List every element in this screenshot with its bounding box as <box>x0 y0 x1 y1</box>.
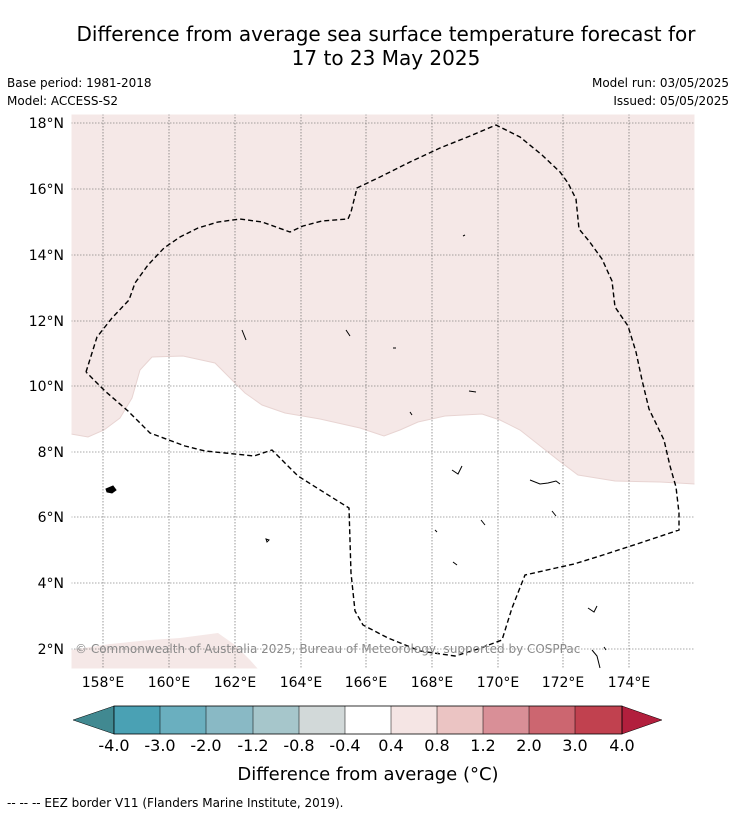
eez-legend-footer: -- -- -- EEZ border V11 (Flanders Marine… <box>7 796 344 810</box>
colorbar-bin <box>437 706 483 734</box>
colorbar-tick: -4.0 <box>98 736 129 755</box>
colorbar-tick: -2.0 <box>190 736 221 755</box>
copyright-text: © Commonwealth of Australia 2025, Bureau… <box>75 642 580 656</box>
model-run: Model run: 03/05/2025 <box>591 76 729 90</box>
colorbar-tick: 0.4 <box>378 736 403 755</box>
colorbar-under-arrow <box>72 705 115 735</box>
colorbar-bin <box>345 706 391 734</box>
lon-label: 168°E <box>411 675 454 691</box>
colorbar-bin <box>160 706 206 734</box>
colorbar-tick: -0.4 <box>329 736 360 755</box>
map-frame <box>70 113 696 670</box>
colorbar-over-arrow <box>621 705 663 735</box>
colorbar: -4.0 -3.0 -2.0 -1.2 -0.8 -0.4 0.4 0.8 1.… <box>72 705 663 785</box>
colorbar-tick: -3.0 <box>144 736 175 755</box>
lat-label: 18°N <box>29 116 64 132</box>
anomaly-region-outline <box>71 355 695 485</box>
colorbar-tick: 1.2 <box>470 736 495 755</box>
lat-label: 14°N <box>29 248 64 264</box>
lon-label: 158°E <box>82 675 125 691</box>
colorbar-tick-labels: -4.0 -3.0 -2.0 -1.2 -0.8 -0.4 0.4 0.8 1.… <box>98 736 634 755</box>
meta-left: Base period: 1981-2018 Model: ACCESS-S2 <box>7 74 152 110</box>
colorbar-bin <box>206 706 253 734</box>
meta-right: Model run: 03/05/2025 Issued: 05/05/2025 <box>592 74 729 110</box>
lon-label: 166°E <box>345 675 388 691</box>
colorbar-tick: 3.0 <box>562 736 587 755</box>
islands <box>105 234 607 669</box>
lon-label: 170°E <box>477 675 520 691</box>
colorbar-bin <box>483 706 529 734</box>
colorbar-bin <box>299 706 345 734</box>
colorbar-label: Difference from average (°C) <box>237 764 498 785</box>
lat-label: 12°N <box>29 314 64 330</box>
base-period: Base period: 1981-2018 <box>7 76 152 90</box>
eez-border <box>85 124 680 657</box>
model-name: Model: ACCESS-S2 <box>7 94 119 108</box>
lon-label: 172°E <box>542 675 585 691</box>
lat-label: 6°N <box>38 510 64 526</box>
colorbar-tick: 2.0 <box>516 736 541 755</box>
colorbar-bin <box>253 706 299 734</box>
lat-label: 4°N <box>38 576 64 592</box>
colorbar-tick: 0.8 <box>424 736 449 755</box>
lon-label: 164°E <box>280 675 323 691</box>
map-title: Difference from average sea surface temp… <box>0 22 736 70</box>
colorbar-tick: -0.8 <box>283 736 314 755</box>
colorbar-bin <box>575 706 622 734</box>
colorbar-bin <box>114 706 160 734</box>
lat-label: 2°N <box>38 642 64 658</box>
colorbar-frame <box>113 705 623 735</box>
colorbar-tick: 4.0 <box>609 736 634 755</box>
colorbar-tick: -1.2 <box>237 736 268 755</box>
title-line-1: Difference from average sea surface temp… <box>76 22 696 46</box>
map-area <box>70 113 696 670</box>
anomaly-region-north <box>71 114 695 484</box>
anomaly-region-south <box>71 633 258 669</box>
colorbar-dividers <box>159 706 576 734</box>
gridlines <box>71 114 695 669</box>
lon-label: 162°E <box>214 675 257 691</box>
lat-label: 10°N <box>29 379 64 395</box>
lat-labels: 2°N 4°N 6°N 8°N 10°N 12°N 14°N 16°N 18°N <box>29 116 64 658</box>
issued-date: Issued: 05/05/2025 <box>613 94 729 108</box>
colorbar-bin <box>529 706 575 734</box>
colorbar-bin <box>391 706 437 734</box>
lat-label: 8°N <box>38 445 64 461</box>
lon-label: 174°E <box>608 675 651 691</box>
lon-label: 160°E <box>148 675 191 691</box>
lon-labels: 158°E 160°E 162°E 164°E 166°E 168°E 170°… <box>82 675 651 691</box>
title-line-2: 17 to 23 May 2025 <box>291 46 481 70</box>
lat-label: 16°N <box>29 182 64 198</box>
